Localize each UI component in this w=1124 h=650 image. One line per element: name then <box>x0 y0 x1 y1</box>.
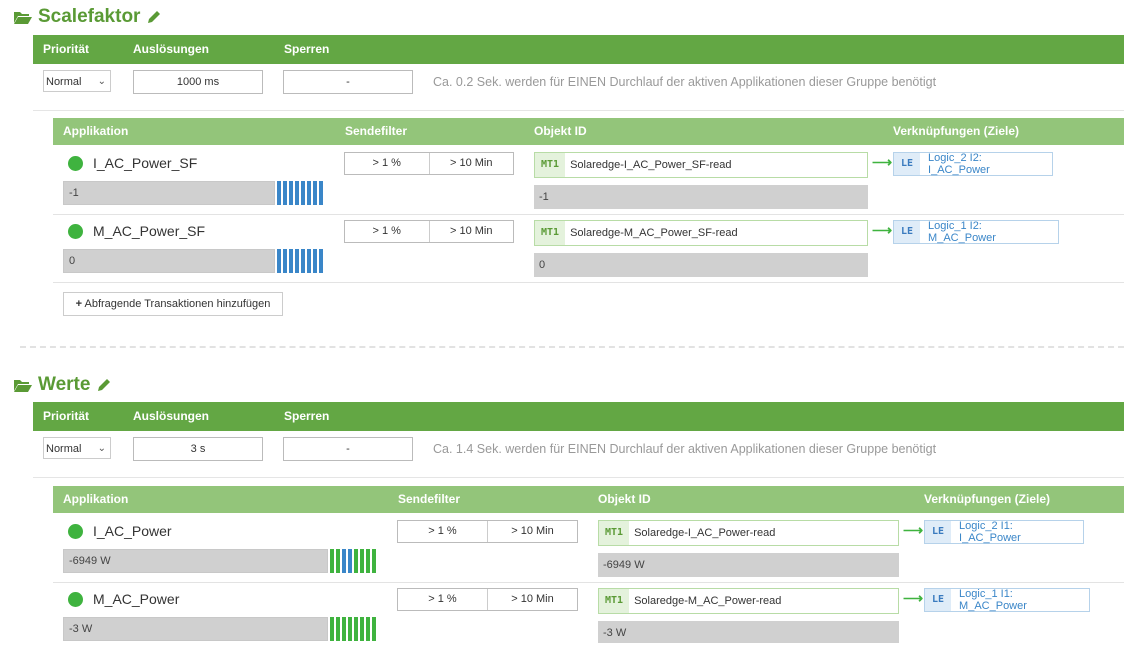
mt-badge: MT1 <box>535 221 566 245</box>
application-table-header: Applikation Sendefilter Objekt ID Verknü… <box>53 486 1124 513</box>
table-row: I_AC_Power -6949 W > 1 % > 10 Min MT1 So… <box>53 514 1124 583</box>
mt-badge: MT1 <box>599 521 630 545</box>
history-bars <box>330 617 376 641</box>
arrow-right-icon: ⟶ <box>872 222 893 238</box>
le-badge: LE <box>894 153 921 175</box>
status-dot <box>68 592 83 607</box>
object-id-field[interactable]: MT1 Solaredge-M_AC_Power-read <box>598 588 899 614</box>
chevron-down-icon: ⌄ <box>97 76 106 87</box>
group-runtime-note: Ca. 1.4 Sek. werden für EINEN Durchlauf … <box>433 442 937 456</box>
group-control-header: Priorität Auslösungen Sperren <box>33 402 1124 431</box>
folder-open-icon[interactable] <box>14 10 32 24</box>
mt-badge: MT1 <box>535 153 566 177</box>
status-dot <box>68 156 83 171</box>
folder-open-icon[interactable] <box>14 378 32 392</box>
pencil-icon[interactable] <box>146 9 162 25</box>
application-value: -1 <box>63 181 275 205</box>
link-target[interactable]: LE Logic_1 I1: M_AC_Power <box>924 588 1090 612</box>
arrow-right-icon: ⟶ <box>872 154 893 170</box>
le-badge: LE <box>925 589 952 611</box>
group-separator <box>20 346 1124 348</box>
application-table-header: Applikation Sendefilter Objekt ID Verknü… <box>53 118 1124 145</box>
lock-input[interactable]: - <box>283 70 413 94</box>
trigger-input[interactable]: 1000 ms <box>133 70 263 94</box>
arrow-right-icon: ⟶ <box>903 522 924 538</box>
application-name[interactable]: I_AC_Power <box>93 523 172 539</box>
application-name[interactable]: M_AC_Power_SF <box>93 223 206 239</box>
group-title-text: Scalefaktor <box>38 6 141 27</box>
object-id-field[interactable]: MT1 Solaredge-I_AC_Power-read <box>598 520 899 546</box>
add-transaction-button[interactable]: + Abfragende Transaktionen hinzufügen <box>63 292 283 316</box>
priority-select[interactable]: Normal ⌄ <box>43 70 111 92</box>
le-badge: LE <box>894 221 921 243</box>
table-row: I_AC_Power_SF -1 > 1 % > 10 Min MT1 Sola… <box>53 146 1124 215</box>
send-filter[interactable]: > 1 % > 10 Min <box>344 152 514 175</box>
header-triggers: Auslösungen <box>133 42 210 56</box>
object-id-field[interactable]: MT1 Solaredge-M_AC_Power_SF-read <box>534 220 868 246</box>
group-control-header: Priorität Auslösungen Sperren <box>33 35 1124 64</box>
send-filter[interactable]: > 1 % > 10 Min <box>397 588 578 611</box>
link-target[interactable]: LE Logic_2 I1: I_AC_Power <box>924 520 1084 544</box>
table-row: M_AC_Power -3 W > 1 % > 10 Min MT1 Solar… <box>53 582 1124 650</box>
header-locks: Sperren <box>284 42 330 56</box>
mt-badge: MT1 <box>599 589 630 613</box>
chevron-down-icon: ⌄ <box>97 443 106 454</box>
le-badge: LE <box>925 521 952 543</box>
application-value: -3 W <box>63 617 328 641</box>
arrow-right-icon: ⟶ <box>903 590 924 606</box>
group-runtime-note: Ca. 0.2 Sek. werden für EINEN Durchlauf … <box>433 75 937 89</box>
object-value: -6949 W <box>598 553 899 577</box>
group-control-row: Normal ⌄ 1000 ms - Ca. 0.2 Sek. werden fü… <box>33 64 1124 111</box>
object-value: 0 <box>534 253 868 277</box>
application-value: -6949 W <box>63 549 328 573</box>
status-dot <box>68 524 83 539</box>
link-target[interactable]: LE Logic_1 I2: M_AC_Power <box>893 220 1059 244</box>
group-control-row: Normal ⌄ 3 s - Ca. 1.4 Sek. werden für EI… <box>33 431 1124 478</box>
lock-input[interactable]: - <box>283 437 413 461</box>
application-name[interactable]: I_AC_Power_SF <box>93 155 198 171</box>
send-filter[interactable]: > 1 % > 10 Min <box>344 220 514 243</box>
object-value: -1 <box>534 185 868 209</box>
application-value: 0 <box>63 249 275 273</box>
history-bars <box>277 249 323 273</box>
header-priority: Priorität <box>43 42 90 56</box>
priority-select[interactable]: Normal ⌄ <box>43 437 111 459</box>
object-value: -3 W <box>598 621 899 643</box>
object-id-field[interactable]: MT1 Solaredge-I_AC_Power_SF-read <box>534 152 868 178</box>
history-bars <box>330 549 376 573</box>
application-name[interactable]: M_AC_Power <box>93 591 180 607</box>
status-dot <box>68 224 83 239</box>
plus-icon: + <box>75 298 83 310</box>
trigger-input[interactable]: 3 s <box>133 437 263 461</box>
link-target[interactable]: LE Logic_2 I2: I_AC_Power <box>893 152 1053 176</box>
table-row: M_AC_Power_SF 0 > 1 % > 10 Min MT1 Solar… <box>53 214 1124 283</box>
group-title-text: Werte <box>38 374 91 395</box>
history-bars <box>277 181 323 205</box>
group-title-scalefaktor: Scalefaktor <box>14 6 162 28</box>
send-filter[interactable]: > 1 % > 10 Min <box>397 520 578 543</box>
pencil-icon[interactable] <box>96 377 112 393</box>
group-title-werte: Werte <box>14 374 112 396</box>
